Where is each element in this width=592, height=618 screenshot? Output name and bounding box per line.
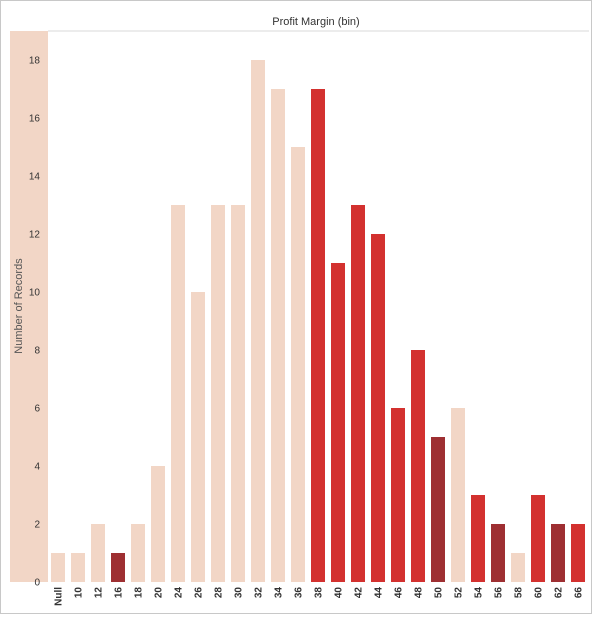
x-tick-label: 50 (434, 587, 445, 599)
chart-title: Profit Margin (bin) (272, 16, 359, 28)
bar-24[interactable] (171, 205, 185, 582)
bar-66[interactable] (571, 524, 585, 582)
x-tick-label: 34 (274, 587, 285, 599)
bar-54[interactable] (471, 495, 485, 582)
bar-58[interactable] (511, 553, 525, 582)
x-tick-label: 46 (394, 587, 405, 599)
x-tick-label: 58 (514, 587, 525, 599)
bar-48[interactable] (411, 350, 425, 582)
bar-16[interactable] (111, 553, 125, 582)
x-tick-label: 20 (154, 587, 165, 599)
y-tick-label: 12 (29, 230, 41, 241)
x-tick-label: 26 (194, 587, 205, 599)
x-tick-label: 16 (114, 587, 125, 599)
bar-28[interactable] (211, 205, 225, 582)
bar-36[interactable] (291, 147, 305, 582)
x-tick-label: 12 (94, 587, 105, 599)
bar-50[interactable] (431, 437, 445, 582)
x-tick-label: 66 (574, 587, 585, 599)
x-tick-label: 18 (134, 587, 145, 599)
bar-26[interactable] (191, 292, 205, 582)
bar-62[interactable] (551, 524, 565, 582)
bar-46[interactable] (391, 408, 405, 582)
y-axis-band (10, 31, 48, 582)
y-tick-label: 6 (34, 404, 40, 415)
bar-null[interactable] (51, 553, 65, 582)
x-tick-label: 54 (474, 587, 485, 599)
y-tick-label: 14 (29, 172, 41, 183)
bar-20[interactable] (151, 466, 165, 582)
y-tick-label: 16 (29, 114, 41, 125)
bar-42[interactable] (351, 205, 365, 582)
y-tick-label: 10 (29, 288, 41, 299)
y-tick-label: 0 (34, 578, 40, 589)
x-tick-label: 40 (334, 587, 345, 599)
x-tick-label: 48 (414, 587, 425, 599)
bar-44[interactable] (371, 234, 385, 582)
x-tick-label: 42 (354, 587, 365, 599)
bar-38[interactable] (311, 89, 325, 582)
x-tick-label: 44 (374, 587, 385, 599)
bar-18[interactable] (131, 524, 145, 582)
x-tick-label: Null (54, 587, 65, 606)
bar-30[interactable] (231, 205, 245, 582)
x-tick-label: 10 (74, 587, 85, 599)
x-tick-label: 36 (294, 587, 305, 599)
y-tick-label: 18 (29, 56, 41, 67)
bar-32[interactable] (251, 60, 265, 582)
bar-52[interactable] (451, 408, 465, 582)
x-tick-label: 38 (314, 587, 325, 599)
bar-60[interactable] (531, 495, 545, 582)
x-tick-label: 62 (554, 587, 565, 599)
bar-12[interactable] (91, 524, 105, 582)
bar-10[interactable] (71, 553, 85, 582)
y-axis-label: Number of Records (13, 258, 25, 354)
x-tick-label: 30 (234, 587, 245, 599)
x-tick-label: 60 (534, 587, 545, 599)
y-tick-label: 8 (34, 346, 40, 357)
x-tick-label: 32 (254, 587, 265, 599)
y-tick-label: 4 (34, 462, 40, 473)
x-tick-label: 24 (174, 587, 185, 599)
bar-56[interactable] (491, 524, 505, 582)
x-tick-label: 52 (454, 587, 465, 599)
bar-34[interactable] (271, 89, 285, 582)
y-tick-label: 2 (34, 520, 40, 531)
x-tick-label: 28 (214, 587, 225, 599)
bar-40[interactable] (331, 263, 345, 582)
x-tick-label: 56 (494, 587, 505, 599)
